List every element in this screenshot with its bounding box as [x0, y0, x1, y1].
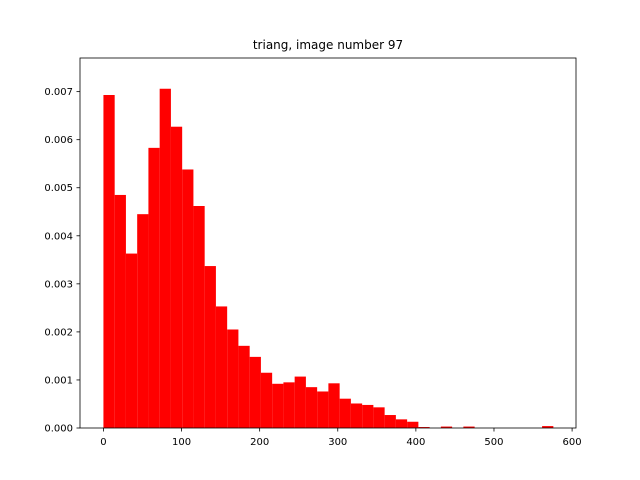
histogram-bar [384, 415, 396, 428]
histogram-bar [362, 404, 374, 428]
histogram-bar [227, 329, 239, 428]
histogram-bar [238, 345, 250, 428]
chart-title: triang, image number 97 [253, 38, 403, 52]
histogram-bar [114, 194, 126, 428]
x-axis: 0 100 200 300 400 500 600 [100, 428, 582, 448]
histogram-bar [283, 382, 295, 428]
histogram-bar [373, 407, 385, 428]
x-tick-label: 0 [100, 437, 106, 448]
x-tick-label: 100 [172, 437, 191, 448]
plot-frame [79, 57, 577, 429]
y-tick-label: 0.000 [44, 424, 73, 435]
histogram-bar [159, 88, 171, 428]
histogram-bar [294, 376, 306, 428]
histogram-bar [542, 426, 554, 428]
histogram-bar [103, 95, 115, 428]
histogram-bar [182, 169, 194, 429]
histogram-bar [215, 306, 228, 428]
histogram-bar [204, 266, 216, 428]
y-tick-label: 0.004 [44, 231, 73, 242]
x-tick-label: 400 [406, 437, 425, 448]
histogram-bar [317, 391, 329, 428]
y-tick-label: 0.005 [44, 183, 73, 194]
histogram-bar [170, 126, 183, 429]
histogram-bar [395, 419, 408, 428]
y-tick-label: 0.006 [44, 135, 73, 146]
y-tick-label: 0.002 [44, 327, 73, 338]
x-tick-label: 500 [484, 437, 503, 448]
x-tick-label: 600 [563, 437, 582, 448]
histogram-bar [137, 214, 149, 428]
histogram-bar [305, 387, 318, 428]
bars-group [103, 88, 554, 429]
x-tick-label: 200 [250, 437, 269, 448]
histogram-bar [339, 398, 351, 428]
y-axis: 0.000 0.001 0.002 0.003 0.004 0.005 0.006 0.007 [44, 87, 80, 435]
y-tick-label: 0.003 [44, 279, 73, 290]
y-tick-label: 0.001 [44, 375, 73, 386]
histogram-bar [249, 356, 261, 428]
x-tick-label: 300 [328, 437, 347, 448]
histogram-bar [260, 372, 273, 428]
histogram-bar [148, 147, 160, 429]
histogram-bar [193, 206, 205, 428]
y-tick-label: 0.007 [44, 87, 73, 98]
histogram-bar [272, 383, 284, 428]
histogram-bar [407, 421, 419, 428]
histogram-bar [418, 427, 430, 428]
histogram-bar [125, 253, 138, 428]
histogram-bar [463, 426, 475, 428]
histogram-bar [350, 403, 363, 428]
histogram-bar [440, 426, 453, 428]
histogram-bar [328, 383, 340, 428]
